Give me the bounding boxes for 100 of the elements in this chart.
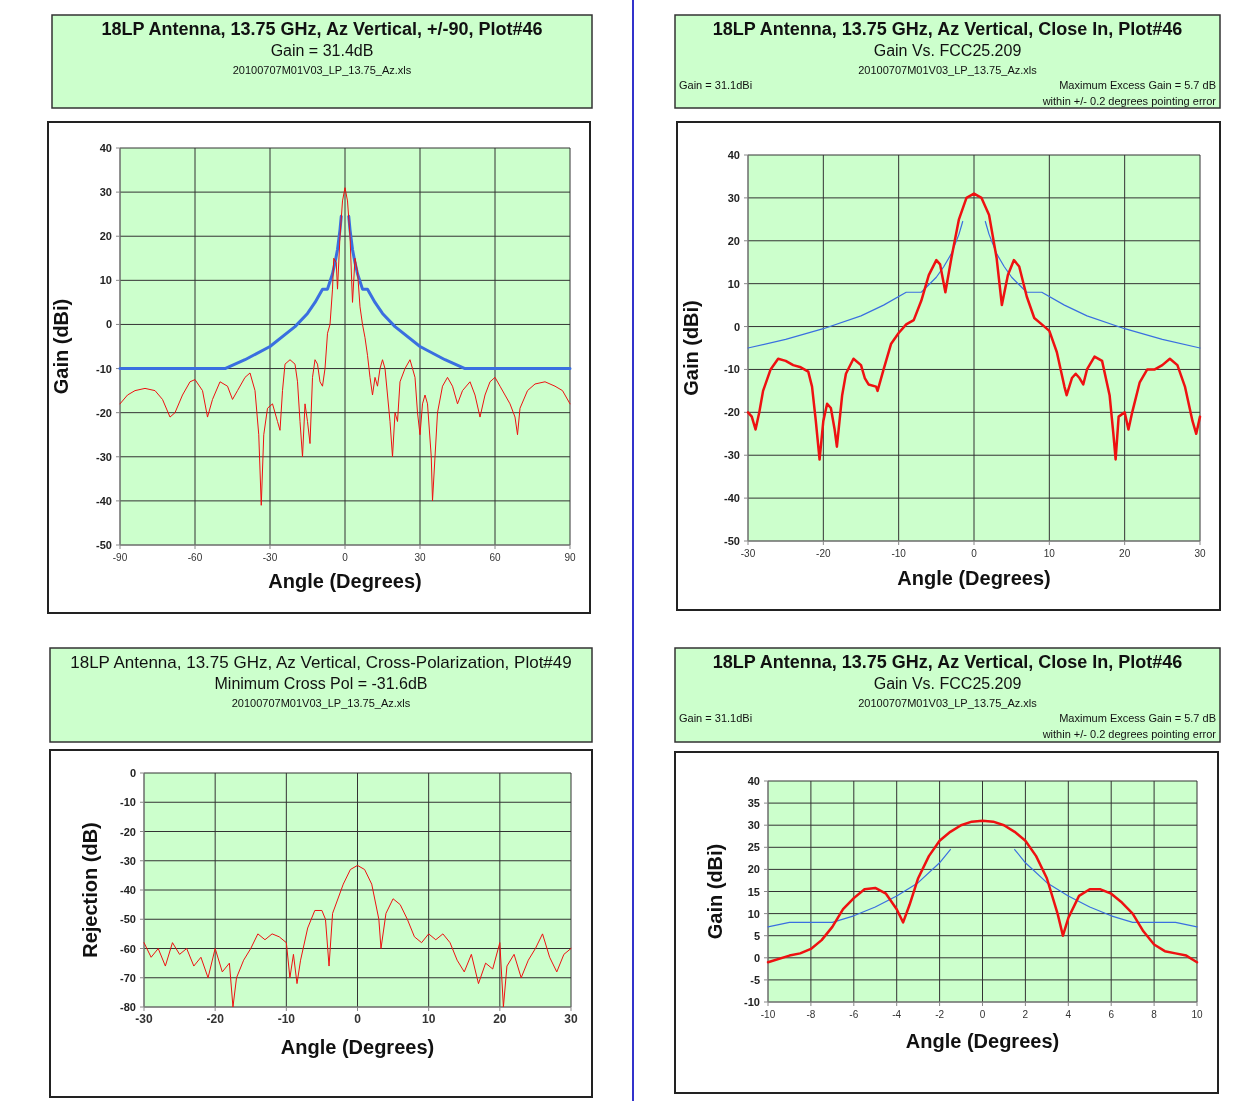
chart-title: 18LP Antenna, 13.75 GHz, Az Vertical, Close In, Plot#46 — [712, 652, 1183, 672]
x-tick-label: 6 — [1108, 1009, 1115, 1020]
x-tick-label: -8 — [806, 1009, 816, 1020]
y-tick-label: -50 — [120, 913, 136, 926]
text: Maximum Excess Gain = 5.7 dB — [1059, 712, 1216, 724]
text: Maximum Excess Gain = 5.7 dB — [1059, 79, 1216, 91]
x-tick-label: 10 — [1191, 1009, 1203, 1020]
y-tick-label: 0 — [129, 767, 136, 779]
x-tick-label: -2 — [935, 1009, 945, 1020]
x-tick-label: -60 — [187, 552, 203, 563]
chart-subtitle: Gain = 31.4dB — [270, 42, 374, 59]
y-tick-label: 35 — [747, 797, 760, 810]
text: 20100707M01V03_LP_13.75_Az.xls — [858, 64, 1038, 76]
y-tick-label: -10 — [120, 796, 136, 809]
line-series — [766, 819, 1199, 964]
x-tick-label: -10 — [277, 1012, 296, 1026]
y-tick-label: 10 — [99, 274, 112, 287]
chart-title: 18LP Antenna, 13.75 GHz, Az Vertical, +/-90, Plot#46 — [101, 19, 543, 39]
x-tick-label: -20 — [816, 548, 831, 559]
x-tick-label: 20 — [1119, 548, 1131, 559]
x-tick-label: -30 — [135, 1012, 153, 1026]
chart-subtitle: Gain Vs. FCC25.209 — [873, 42, 1022, 59]
y-tick-label: -40 — [120, 884, 136, 896]
line-series — [119, 187, 571, 506]
y-tick-label: -10 — [744, 996, 760, 1008]
y-tick-label: 0 — [733, 320, 740, 333]
y-tick-label: 25 — [747, 841, 760, 854]
y-tick-label: -80 — [120, 1001, 136, 1013]
y-tick-label: 30 — [747, 819, 760, 832]
x-tick-label: 0 — [971, 548, 978, 559]
line-series — [746, 192, 1202, 461]
x-tick-label: -4 — [892, 1009, 902, 1020]
x-tick-label: 0 — [342, 552, 349, 563]
y-tick-label: -40 — [724, 492, 740, 505]
text: 20100707M01V03_LP_13.75_Az.xls — [232, 64, 412, 76]
x-tick-label: -10 — [891, 548, 907, 559]
text: Gain = 31.1dBi — [679, 712, 753, 724]
y-tick-label: -50 — [96, 539, 112, 551]
y-tick-label: -40 — [96, 494, 112, 507]
y-tick-label: -10 — [96, 362, 112, 375]
x-tick-label: 2 — [1022, 1009, 1029, 1020]
x-tick-label: -10 — [760, 1009, 776, 1020]
y-tick-label: 0 — [753, 951, 760, 964]
y-axis-title: Rejection (dB) — [79, 822, 101, 958]
chart-subtitle: Minimum Cross Pol = -31.6dB — [214, 675, 428, 692]
text: Gain = 31.1dBi — [679, 79, 753, 91]
x-tick-label: 0 — [979, 1009, 986, 1020]
y-tick-label: 30 — [99, 186, 112, 199]
x-tick-label: 90 — [564, 552, 576, 563]
x-tick-label: 10 — [1043, 548, 1056, 559]
x-tick-label: -90 — [112, 552, 128, 563]
y-tick-label: -70 — [120, 971, 136, 984]
text: 20100707M01V03_LP_13.75_Az.xls — [231, 697, 411, 709]
x-axis-title: Angle (Degrees) — [268, 570, 422, 592]
y-tick-label: 40 — [747, 775, 760, 787]
x-tick-label: -20 — [206, 1012, 225, 1026]
x-axis-title: Angle (Degrees) — [897, 567, 1051, 589]
y-tick-label: 10 — [747, 907, 760, 920]
chart-subtitle: Gain Vs. FCC25.209 — [873, 675, 1022, 692]
chart-title: 18LP Antenna, 13.75 GHz, Az Vertical, Cross-Polarization, Plot#49 — [70, 653, 572, 672]
y-tick-label: -20 — [724, 406, 740, 419]
y-tick-label: 30 — [727, 191, 740, 204]
y-tick-label: -30 — [724, 449, 740, 462]
y-tick-label: -50 — [724, 535, 740, 547]
text: within +/- 0.2 degrees pointing error — [1041, 728, 1217, 740]
x-axis-title: Angle (Degrees) — [280, 1036, 435, 1058]
y-tick-label: -5 — [750, 973, 760, 986]
x-tick-label: -30 — [262, 552, 278, 563]
x-tick-label: 30 — [564, 1012, 578, 1026]
y-tick-label: -20 — [120, 825, 136, 838]
y-tick-label: -20 — [96, 406, 112, 419]
y-tick-label: 40 — [99, 142, 112, 154]
y-tick-label: -30 — [120, 854, 136, 867]
y-tick-label: -10 — [724, 363, 740, 376]
y-tick-label: 20 — [747, 863, 760, 876]
x-tick-label: 10 — [421, 1012, 436, 1026]
y-axis-title: Gain (dBi) — [704, 843, 726, 940]
y-axis-title: Gain (dBi) — [680, 300, 702, 396]
y-tick-label: 20 — [727, 234, 740, 247]
chart-title: 18LP Antenna, 13.75 GHz, Az Vertical, Close In, Plot#46 — [712, 19, 1183, 39]
x-tick-label: 20 — [493, 1012, 507, 1026]
x-tick-label: 4 — [1065, 1009, 1072, 1020]
y-tick-label: 20 — [99, 230, 112, 243]
y-tick-label: -60 — [120, 942, 136, 955]
x-tick-label: 60 — [489, 552, 501, 563]
x-tick-label: 30 — [414, 552, 426, 563]
y-axis-title: Gain (dBi) — [50, 298, 72, 395]
x-axis-title: Angle (Degrees) — [905, 1030, 1060, 1052]
x-tick-label: 0 — [354, 1012, 362, 1026]
text: within +/- 0.2 degrees pointing error — [1041, 95, 1217, 107]
y-tick-label: 10 — [727, 277, 740, 290]
x-tick-label: 30 — [1194, 548, 1206, 559]
y-tick-label: 40 — [727, 149, 740, 161]
y-tick-label: 0 — [105, 318, 112, 331]
x-tick-label: -6 — [849, 1009, 859, 1020]
x-tick-label: 8 — [1151, 1009, 1158, 1020]
y-tick-label: -30 — [96, 450, 112, 463]
text: 20100707M01V03_LP_13.75_Az.xls — [858, 697, 1038, 709]
y-tick-label: 15 — [747, 885, 760, 898]
y-tick-label: 5 — [753, 929, 760, 942]
